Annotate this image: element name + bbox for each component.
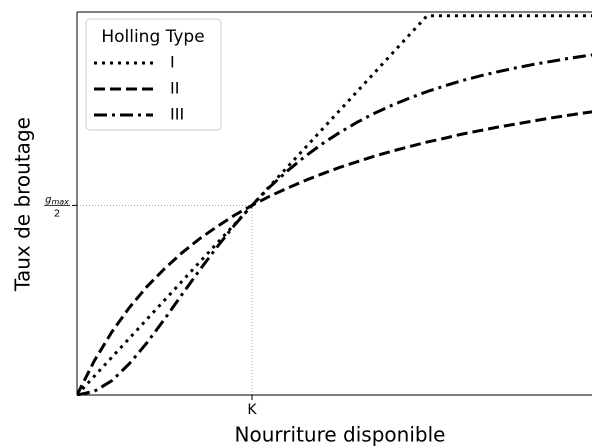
plot-area bbox=[77, 14, 592, 396]
y-axis-label: Taux de broutage bbox=[11, 117, 35, 292]
legend-box bbox=[85, 18, 222, 131]
y-tick-label: gmax bbox=[45, 194, 69, 206]
legend-title: Holling Type bbox=[101, 27, 204, 47]
y-tick-label-denominator: 2 bbox=[54, 208, 60, 219]
series-line bbox=[77, 53, 592, 396]
legend-label: II bbox=[170, 79, 179, 98]
series-line bbox=[77, 110, 592, 396]
legend-label: I bbox=[170, 53, 175, 72]
legend-label: III bbox=[170, 105, 184, 124]
x-axis-label: Nourriture disponible bbox=[235, 423, 446, 447]
x-tick-label: K bbox=[247, 402, 257, 418]
series-line bbox=[77, 14, 592, 396]
